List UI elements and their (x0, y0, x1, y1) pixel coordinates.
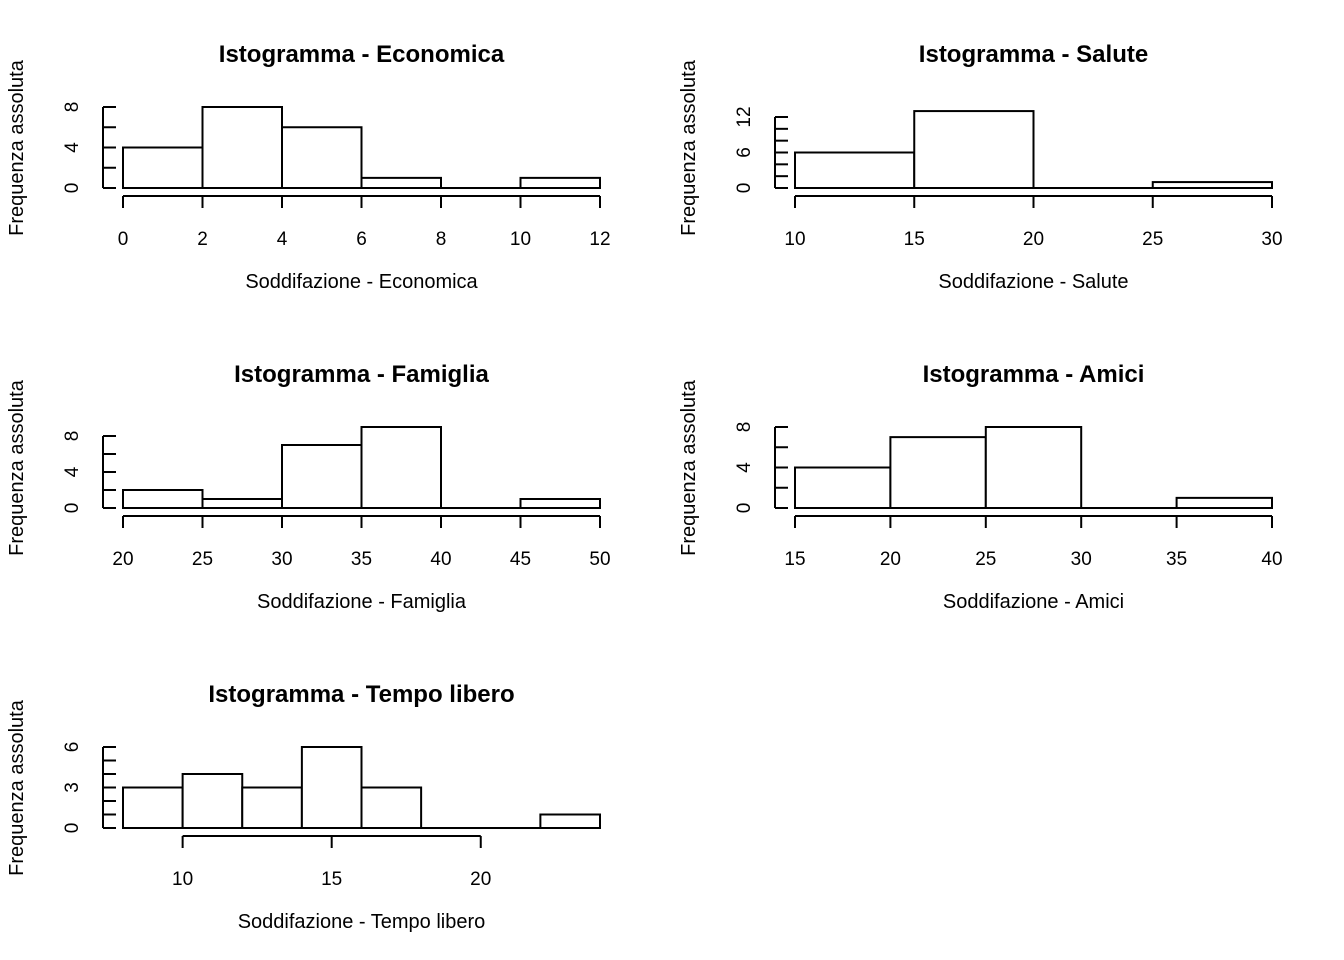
x-tick-label: 40 (1261, 549, 1282, 570)
histogram-panel-1: Istogramma - Economica Frequenza assoluta… (6, 41, 611, 293)
x-axis-label: Soddifazione - Tempo libero (238, 911, 486, 933)
x-tick-label: 12 (589, 229, 610, 250)
y-tick-label: 4 (62, 466, 83, 477)
y-axis-label: Frequenza assoluta (6, 59, 28, 236)
y-tick-label: 8 (734, 422, 755, 433)
x-tick-label: 4 (277, 229, 288, 250)
chart-title: Istogramma - Tempo libero (208, 681, 514, 708)
histogram-bar (889, 436, 987, 509)
histogram-bar (539, 813, 601, 829)
y-tick-label: 0 (734, 503, 755, 514)
histogram-bar (360, 176, 442, 189)
histogram-bar (913, 110, 1035, 189)
histogram-bar (122, 146, 204, 189)
x-tick-label: 15 (321, 869, 342, 890)
histogram-bar (122, 489, 204, 509)
y-axis-label: Frequenza assoluta (6, 379, 28, 556)
histogram-bar (300, 746, 363, 829)
x-tick-label: 20 (1023, 229, 1044, 250)
y-tick-label: 3 (62, 782, 83, 793)
y-tick-label: 4 (734, 462, 755, 473)
x-tick-label: 40 (430, 549, 451, 570)
histogram-bar (281, 126, 363, 189)
histogram-bar (201, 498, 283, 509)
x-tick-label: 35 (1166, 549, 1187, 570)
histogram-bar (201, 106, 283, 189)
x-tick-label: 20 (112, 549, 133, 570)
histogram-panel-2: Istogramma - Salute Frequenza assoluta Sod… (678, 41, 1283, 293)
x-tick-label: 15 (904, 229, 925, 250)
chart-title: Istogramma - Famiglia (234, 361, 489, 388)
x-tick-label: 25 (192, 549, 213, 570)
histogram-bar (519, 176, 601, 189)
chart-title: Istogramma - Economica (219, 41, 505, 68)
x-tick-label: 10 (172, 869, 193, 890)
histogram-panel-4: Istogramma - Amici Frequenza assoluta Sodd… (678, 361, 1283, 613)
histogram-bar (360, 426, 442, 509)
x-tick-label: 30 (1261, 229, 1282, 250)
histogram-bar (794, 466, 892, 509)
histogram-bar (122, 786, 184, 829)
x-tick-label: 6 (356, 229, 367, 250)
y-tick-label: 12 (734, 106, 755, 127)
x-tick-label: 2 (197, 229, 208, 250)
y-axis-label: Frequenza assoluta (6, 699, 28, 876)
y-tick-label: 8 (62, 431, 83, 442)
x-tick-label: 0 (118, 229, 129, 250)
chart-title: Istogramma - Amici (923, 361, 1145, 388)
y-axis-label: Frequenza assoluta (678, 379, 700, 556)
y-tick-label: 0 (734, 183, 755, 194)
histogram-bar (794, 151, 916, 189)
histogram-bar (241, 786, 303, 829)
x-axis-label: Soddifazione - Amici (943, 591, 1124, 613)
histogram-panel-3: Istogramma - Famiglia Frequenza assoluta S… (6, 361, 611, 613)
histogram-bar (281, 444, 363, 509)
histogram-bar (181, 773, 244, 829)
x-tick-label: 10 (510, 229, 531, 250)
histogram-bar (519, 498, 601, 509)
histogram-bar (360, 786, 423, 829)
x-tick-label: 25 (1142, 229, 1163, 250)
x-tick-label: 20 (880, 549, 901, 570)
x-tick-label: 50 (589, 549, 610, 570)
y-tick-label: 0 (62, 503, 83, 514)
y-axis-label: Frequenza assoluta (678, 59, 700, 236)
histogram-bar (1175, 496, 1273, 509)
x-tick-label: 10 (784, 229, 805, 250)
x-tick-label: 30 (271, 549, 292, 570)
y-tick-label: 4 (62, 142, 83, 153)
y-tick-label: 6 (62, 742, 83, 753)
histogram-bar (1151, 181, 1273, 189)
x-tick-label: 35 (351, 549, 372, 570)
chart-title: Istogramma - Salute (919, 41, 1148, 68)
y-tick-label: 8 (62, 102, 83, 113)
x-axis-label: Soddifazione - Famiglia (257, 591, 467, 613)
x-tick-label: 8 (436, 229, 447, 250)
y-tick-label: 6 (734, 147, 755, 158)
x-tick-label: 20 (470, 869, 491, 890)
x-tick-label: 30 (1071, 549, 1092, 570)
x-tick-label: 25 (975, 549, 996, 570)
x-axis-label: Soddifazione - Salute (938, 271, 1128, 293)
histogram-panel-5: Istogramma - Tempo libero Frequenza assol… (6, 681, 601, 933)
y-tick-label: 0 (62, 183, 83, 194)
x-axis-label: Soddifazione - Economica (245, 271, 478, 293)
y-tick-label: 0 (62, 823, 83, 834)
x-tick-label: 45 (510, 549, 531, 570)
x-tick-label: 15 (784, 549, 805, 570)
histogram-bar (984, 426, 1083, 509)
